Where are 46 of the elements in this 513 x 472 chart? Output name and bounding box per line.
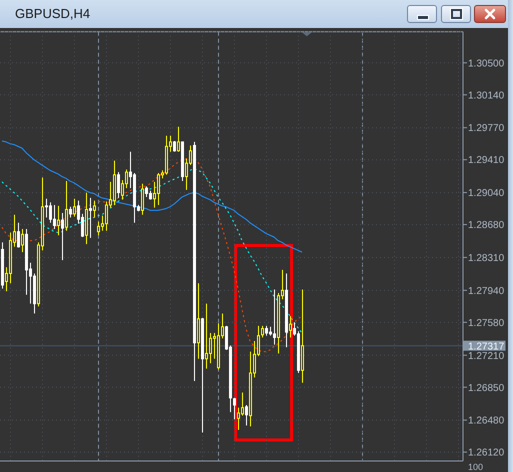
candlestick: [157, 172, 160, 206]
y-tick-label: 1.29040: [468, 188, 505, 200]
line-series: [2, 140, 302, 253]
candlestick: [237, 407, 240, 430]
y-tick-label: 1.29410: [468, 155, 505, 166]
candlestick: [273, 288, 276, 346]
y-tick-label: 1.27940: [468, 286, 505, 297]
candlestick: [49, 202, 52, 224]
candlestick: [197, 282, 200, 360]
candlestick: [61, 212, 64, 261]
candlestick: [289, 316, 292, 338]
candlestick: [233, 397, 236, 420]
candlestick: [117, 172, 120, 198]
candlestick: [17, 222, 20, 248]
y-tick-label: 1.26120: [468, 448, 505, 459]
candlestick: [145, 186, 148, 198]
candlestick: [21, 228, 24, 253]
candlestick: [57, 205, 60, 236]
candlestick: [177, 126, 180, 152]
candlestick: [141, 183, 144, 216]
candlestick: [241, 392, 244, 416]
candlestick: [245, 404, 248, 426]
y-tick-label: 1.26850: [468, 382, 505, 394]
candlestick: [65, 180, 68, 232]
candlestick: [73, 198, 76, 218]
y-tick-label: 1.29770: [468, 123, 505, 134]
candlestick: [265, 325, 268, 336]
y-tick-label: 1.28680: [468, 220, 505, 232]
y-tick-label: 1.30500: [468, 58, 505, 70]
candlestick: [209, 332, 212, 364]
candlestick: [105, 200, 108, 232]
candlestick: [93, 200, 96, 218]
candlestick: [89, 197, 92, 238]
candlestick: [69, 206, 72, 218]
candlestick: [45, 198, 48, 218]
y-tick-label: 1.26480: [468, 416, 505, 427]
candlestick: [97, 221, 100, 236]
text: 100: [468, 462, 484, 472]
ref-line-label: 1.27317: [468, 341, 505, 352]
y-tick-label: 1.30140: [468, 90, 505, 102]
y-tick-label: 1.28310: [468, 253, 505, 264]
y-tick-label: 1.27580: [468, 318, 505, 329]
y-tick-label: 1.27210: [468, 350, 505, 362]
candlestick: [205, 303, 208, 370]
chart-title: GBPUSD,H4: [15, 5, 90, 23]
candlestick: [53, 204, 56, 230]
